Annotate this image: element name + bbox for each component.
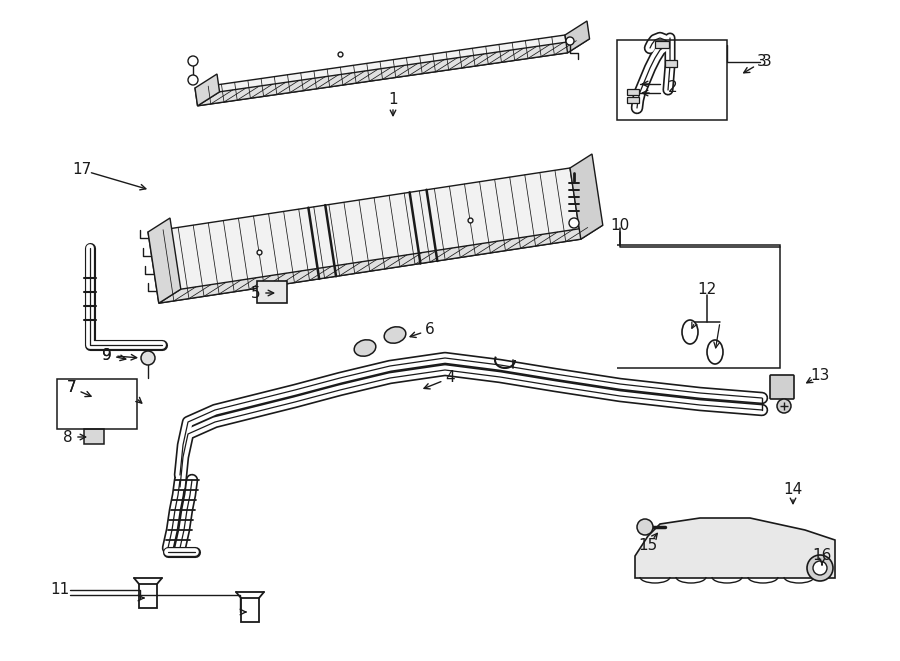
Bar [627, 89, 639, 95]
Text: 4: 4 [446, 371, 454, 385]
Bar [627, 97, 639, 103]
Text: 13: 13 [810, 368, 830, 383]
Text: 10: 10 [610, 217, 630, 233]
Text: 1: 1 [388, 93, 398, 108]
Ellipse shape [355, 340, 376, 356]
Polygon shape [195, 35, 568, 106]
Text: 8: 8 [63, 430, 73, 444]
Polygon shape [570, 154, 603, 239]
Text: 6: 6 [425, 323, 435, 338]
Text: 16: 16 [813, 547, 832, 563]
Ellipse shape [707, 340, 723, 364]
Text: 7: 7 [68, 381, 76, 395]
FancyBboxPatch shape [257, 281, 287, 303]
Polygon shape [565, 21, 590, 53]
Bar [665, 60, 677, 67]
Text: 3: 3 [757, 54, 767, 69]
Bar [655, 41, 669, 48]
Text: 9: 9 [102, 348, 112, 362]
Circle shape [188, 75, 198, 85]
Polygon shape [198, 39, 590, 106]
Circle shape [188, 56, 198, 66]
Circle shape [777, 399, 791, 413]
FancyBboxPatch shape [770, 375, 794, 399]
Polygon shape [158, 225, 603, 303]
Circle shape [807, 555, 833, 581]
Circle shape [141, 351, 155, 365]
Circle shape [569, 218, 579, 228]
Circle shape [813, 561, 827, 575]
Text: 9: 9 [102, 348, 112, 362]
Bar [617, 40, 727, 120]
Circle shape [566, 37, 574, 45]
Polygon shape [195, 74, 220, 106]
Circle shape [637, 519, 653, 535]
Text: 17: 17 [72, 163, 92, 178]
Text: 14: 14 [783, 483, 803, 498]
FancyBboxPatch shape [84, 429, 104, 444]
Ellipse shape [682, 320, 698, 344]
Text: 5: 5 [251, 286, 261, 301]
Text: 12: 12 [698, 282, 716, 297]
Ellipse shape [384, 327, 406, 343]
Polygon shape [148, 218, 181, 303]
Text: 15: 15 [638, 537, 658, 553]
Text: 3: 3 [762, 54, 772, 69]
Text: 7: 7 [68, 381, 76, 395]
Text: 11: 11 [50, 582, 69, 598]
Polygon shape [635, 518, 835, 578]
Polygon shape [148, 168, 580, 303]
Text: 2: 2 [668, 79, 678, 95]
